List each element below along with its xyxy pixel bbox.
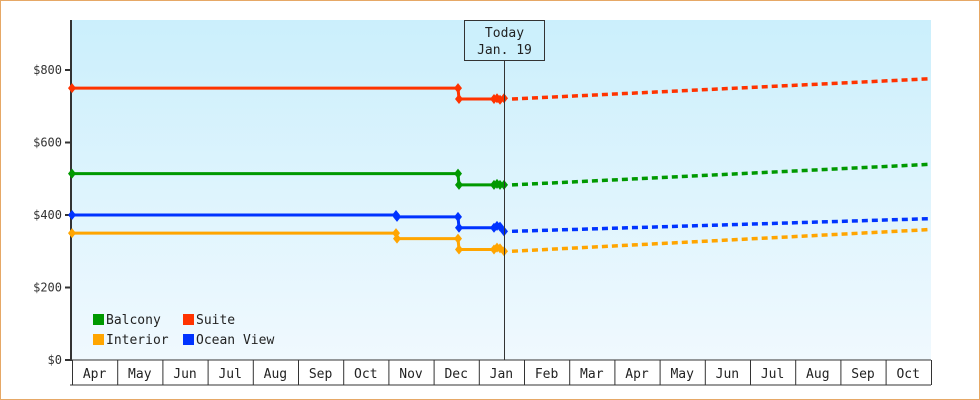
data-point-marker — [68, 83, 76, 94]
series-ocean-view — [68, 210, 932, 237]
x-axis: Apr May Jun Jul Aug Sep Oct Nov Dec Jan Feb Mar Apr M… — [70, 359, 932, 386]
data-point-marker — [454, 83, 462, 94]
legend-item-balcony: Balcony — [93, 313, 161, 328]
data-point-marker — [455, 179, 463, 190]
legend-label: Ocean View — [196, 333, 274, 348]
month-label: Oct — [354, 367, 377, 382]
month-label: Jul — [218, 367, 241, 382]
legend-item-suite: Suite — [183, 313, 235, 328]
legend-label: Suite — [196, 313, 235, 328]
legend-swatch — [183, 314, 194, 325]
month-label: Oct — [896, 367, 919, 382]
y-tick-label: $600 — [33, 136, 62, 150]
month-label: Feb — [535, 367, 559, 382]
month-label: Aug — [806, 367, 829, 382]
data-point-marker — [455, 94, 463, 104]
month-label: Jul — [761, 367, 784, 382]
y-tick-label: $400 — [33, 208, 62, 222]
series-lines — [68, 76, 932, 257]
today-label: Today — [485, 26, 524, 41]
month-label: May — [670, 367, 694, 382]
data-point-marker — [455, 244, 463, 255]
legend-swatch — [93, 334, 104, 345]
y-axis: $0 $200 $400 $600 $800 — [33, 20, 72, 367]
data-point-marker — [68, 210, 76, 220]
y-tick-label: $0 — [48, 353, 62, 367]
y-tick-label: $800 — [33, 63, 62, 77]
legend: Balcony Suite Interior Ocean View — [93, 313, 274, 348]
legend-swatch — [93, 314, 104, 325]
y-tick-label: $200 — [33, 281, 62, 295]
data-point-marker — [454, 233, 462, 244]
month-label: Sep — [851, 367, 875, 382]
legend-item-interior: Interior — [93, 333, 169, 348]
month-label: Jun — [173, 367, 196, 382]
plot-area — [72, 20, 931, 360]
month-label: Dec — [444, 367, 467, 382]
month-label: Jan — [490, 367, 513, 382]
today-marker: Today Jan. 19 — [464, 20, 545, 360]
legend-label: Interior — [106, 333, 169, 348]
month-label: Mar — [580, 367, 604, 382]
data-point-marker — [393, 211, 401, 222]
legend-item-ocean-view: Ocean View — [183, 333, 274, 348]
month-label: Apr — [83, 367, 107, 382]
data-point-marker — [393, 233, 401, 244]
month-label: May — [128, 367, 152, 382]
month-label: Apr — [625, 367, 649, 382]
series-suite — [68, 76, 932, 105]
month-label: Aug — [264, 367, 287, 382]
today-date: Jan. 19 — [477, 43, 532, 58]
data-point-marker — [455, 222, 463, 233]
month-label: Sep — [309, 367, 333, 382]
data-point-marker — [68, 168, 76, 179]
legend-swatch — [183, 334, 194, 345]
data-point-marker — [454, 168, 462, 179]
legend-label: Balcony — [106, 313, 161, 328]
data-point-marker — [454, 211, 462, 222]
data-point-marker — [68, 228, 76, 239]
month-label: Nov — [399, 367, 423, 382]
series-interior — [68, 227, 932, 257]
today-callout — [464, 20, 545, 61]
month-label: Jun — [716, 367, 739, 382]
